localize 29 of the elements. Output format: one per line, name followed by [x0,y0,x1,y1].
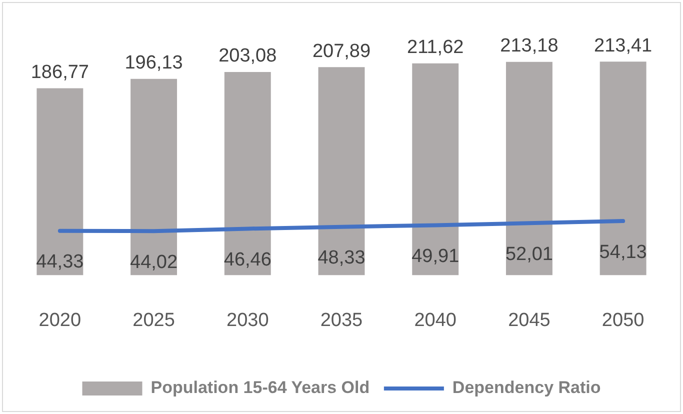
data-label: 211,62 [407,37,464,58]
data-label: 203,08 [218,46,277,67]
bar [318,67,365,276]
data-label: 213,41 [594,35,652,56]
data-label: 54,13 [599,242,647,263]
x-tick-label: 2025 [132,310,175,331]
data-label: 48,33 [318,248,366,269]
data-label: 49,91 [412,246,460,267]
data-label: 186,77 [30,62,89,84]
data-label: 207,89 [312,40,371,62]
bar [412,63,459,276]
x-tick-label: 2035 [320,310,363,331]
data-label: 213,18 [500,36,558,57]
bar [600,62,646,276]
data-label: 44,33 [36,252,84,273]
legend-label: Dependency Ratio [452,378,601,398]
bar [506,62,552,276]
bar [130,78,178,276]
bar [36,88,84,276]
bar [224,72,271,276]
x-tick-label: 2050 [602,310,644,331]
data-label: 196,13 [124,52,183,74]
legend-label: Population 15-64 Years Old [150,378,370,398]
x-tick-label: 2030 [226,310,269,331]
x-tick-label: 2040 [414,310,456,331]
data-label: 52,01 [505,244,553,265]
x-tick-label: 2020 [38,310,82,331]
x-tick-label: 2045 [508,310,550,331]
data-label: 44,02 [130,252,178,273]
